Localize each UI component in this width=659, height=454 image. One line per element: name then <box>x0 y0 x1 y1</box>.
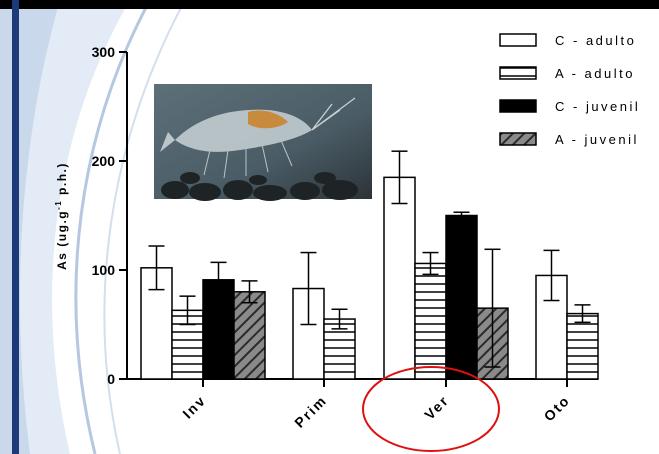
y-axis-label: As (ug.g-1 p.h.) <box>54 162 69 270</box>
bar-inv-4 <box>233 291 266 380</box>
bars <box>140 176 599 380</box>
bar-prim-2 <box>323 318 356 380</box>
legend-label: A - adulto <box>555 66 635 81</box>
y-ticks: 0 100 200 300 <box>92 44 127 387</box>
x-tick-label: Oto <box>541 392 574 425</box>
y-tick-label: 300 <box>92 44 116 60</box>
error-bars <box>148 150 591 368</box>
highlight-ellipse <box>362 366 500 452</box>
x-tick-label: Ver <box>421 392 452 423</box>
x-tick-label: Inv <box>179 392 209 422</box>
legend: C - adulto A - adulto C - juvenil A - juven… <box>499 33 640 147</box>
bar-ver-3 <box>445 214 478 380</box>
legend-label: A - juvenil <box>555 132 639 147</box>
bar-ver-2 <box>414 262 447 380</box>
x-ticks: Inv Prim Ver Oto <box>179 379 573 431</box>
legend-swatch <box>499 33 537 47</box>
bar-oto-2 <box>566 312 599 380</box>
legend-label: C - juvenil <box>555 99 640 114</box>
legend-label: C - adulto <box>555 33 636 48</box>
y-tick-label: 200 <box>92 153 116 169</box>
legend-swatch <box>499 132 537 146</box>
shrimp-photo <box>154 84 372 201</box>
bar-ver-1 <box>383 176 416 380</box>
background-decoration <box>0 0 186 454</box>
y-tick-label: 0 <box>107 371 115 387</box>
x-tick-label: Prim <box>291 392 330 431</box>
left-border <box>12 0 19 454</box>
legend-swatch <box>499 99 537 113</box>
top-border <box>0 0 659 9</box>
y-tick-label: 100 <box>92 262 116 278</box>
legend-swatch <box>499 66 537 80</box>
